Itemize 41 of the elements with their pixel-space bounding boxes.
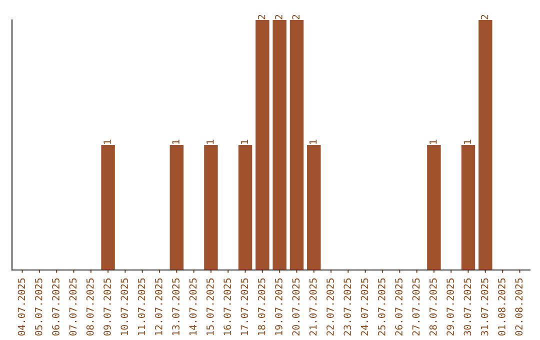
x-tick-label: 16.07.2025 [224,278,231,335]
x-tick-label: 04.07.2025 [18,278,26,336]
x-tick-label: 29.07.2025 [446,278,454,336]
x-tick-label: 15.07.2025 [206,278,214,335]
data-label: 2 [480,14,488,20]
x-tick-label: 27.07.2025 [412,278,420,336]
x-tick-label: 01.08.2025 [498,278,506,336]
x-tick-label: 05.07.2025 [34,278,42,336]
x-tick-label: 13.07.2025 [172,278,180,335]
x-tick-label: 07.07.2025 [69,278,77,336]
data-label: 2 [275,14,282,20]
data-label: 1 [464,140,471,144]
x-tick-label: 09.07.2025 [104,278,111,336]
x-tick-label: 21.07.2025 [309,278,317,336]
x-tick-label: 12.07.2025 [155,278,162,335]
x-tick-label: 26.07.2025 [395,278,402,336]
data-label: 1 [430,140,437,144]
x-tick-label: 23.07.2025 [344,278,352,336]
data-label: 2 [258,14,266,20]
x-tick-label: 28.07.2025 [429,278,437,336]
data-label: 1 [104,140,111,144]
x-tick-label: 20.07.2025 [292,278,300,336]
data-label: 1 [310,140,317,144]
x-tick-label: 17.07.2025 [240,278,248,335]
x-tick-label: 14.07.2025 [189,278,197,335]
x-tick-label: 22.07.2025 [326,278,334,336]
x-tick-label: 06.07.2025 [52,278,60,336]
x-tick-label: 11.07.2025 [138,278,146,335]
data-label: 1 [172,140,180,144]
data-label: 1 [240,140,248,144]
x-tick-label: 24.07.2025 [360,278,368,336]
x-tick-label: 10.07.2025 [120,278,128,335]
x-tick-label: 18.07.2025 [258,278,266,335]
x-tick-label: 02.08.2025 [515,278,523,336]
x-tick-label: 25.07.2025 [378,278,386,336]
x-tick-label: 19.07.2025 [275,278,282,335]
data-label: 1 [206,140,214,144]
x-tick-label: 30.07.2025 [464,278,472,336]
data-label: 2 [292,14,300,20]
x-tick-label: 31.07.2025 [480,278,488,336]
x-tick-label: 08.07.2025 [86,278,94,336]
